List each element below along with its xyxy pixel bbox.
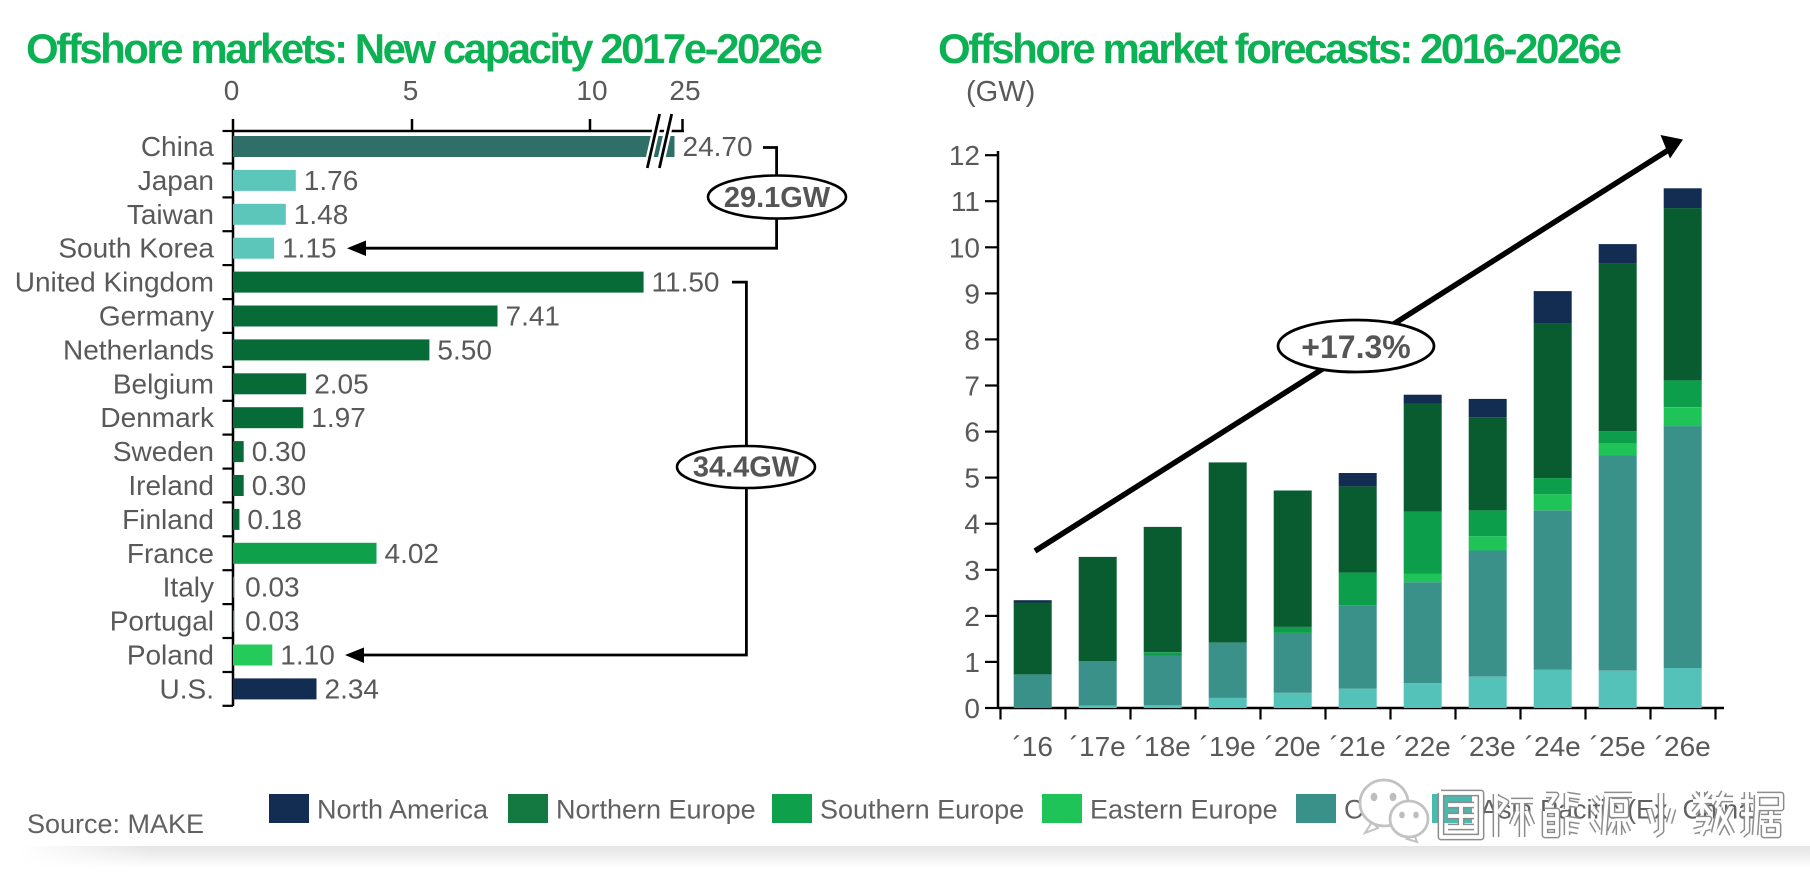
svg-text:0.03: 0.03 bbox=[245, 606, 300, 637]
svg-text:5.50: 5.50 bbox=[437, 334, 492, 365]
svg-text:Poland: Poland bbox=[127, 640, 214, 671]
svg-text:Finland: Finland bbox=[122, 504, 214, 535]
svg-text:5: 5 bbox=[403, 75, 419, 106]
svg-text:0.30: 0.30 bbox=[252, 436, 307, 467]
svg-text:Eastern Europe: Eastern Europe bbox=[1090, 795, 1278, 825]
svg-text:Denmark: Denmark bbox=[100, 402, 215, 433]
svg-text:12: 12 bbox=[949, 140, 980, 171]
svg-text:7: 7 bbox=[964, 371, 980, 402]
svg-text:2.05: 2.05 bbox=[314, 368, 369, 399]
svg-text:6: 6 bbox=[964, 417, 980, 448]
svg-text:1: 1 bbox=[964, 647, 980, 678]
svg-text:Netherlands: Netherlands bbox=[63, 334, 214, 365]
svg-text:U.S.: U.S. bbox=[160, 673, 214, 704]
svg-text:0.03: 0.03 bbox=[245, 572, 300, 603]
svg-text:North America: North America bbox=[317, 795, 489, 825]
svg-text:France: France bbox=[127, 538, 214, 569]
svg-text:11.50: 11.50 bbox=[652, 267, 720, 298]
svg-text:´18e: ´18e bbox=[1135, 731, 1191, 762]
svg-text:2: 2 bbox=[964, 601, 980, 632]
svg-text:0.18: 0.18 bbox=[247, 504, 302, 535]
svg-text:3: 3 bbox=[964, 555, 980, 586]
svg-text:China: China bbox=[141, 131, 215, 162]
svg-text:10: 10 bbox=[949, 232, 980, 263]
svg-text:0: 0 bbox=[224, 75, 240, 106]
svg-text:0: 0 bbox=[964, 693, 980, 724]
svg-text:´16: ´16 bbox=[1012, 731, 1052, 762]
svg-text:Sweden: Sweden bbox=[113, 436, 214, 467]
svg-text:10: 10 bbox=[576, 75, 607, 106]
svg-text:´19e: ´19e bbox=[1200, 731, 1256, 762]
svg-text:´26e: ´26e bbox=[1655, 731, 1711, 762]
svg-text:´24e: ´24e bbox=[1525, 731, 1581, 762]
svg-text:34.4GW: 34.4GW bbox=[693, 452, 800, 484]
svg-text:Taiwan: Taiwan bbox=[127, 199, 214, 230]
svg-text:1.97: 1.97 bbox=[311, 402, 366, 433]
svg-text:´17e: ´17e bbox=[1070, 731, 1126, 762]
svg-text:´20e: ´20e bbox=[1265, 731, 1321, 762]
svg-text:11: 11 bbox=[951, 186, 980, 217]
svg-text:+17.3%: +17.3% bbox=[1301, 329, 1410, 365]
svg-text:Ireland: Ireland bbox=[128, 470, 214, 501]
svg-text:Belgium: Belgium bbox=[113, 368, 214, 399]
svg-text:Source: MAKE: Source: MAKE bbox=[27, 809, 204, 839]
svg-text:5: 5 bbox=[964, 463, 980, 494]
svg-text:´25e: ´25e bbox=[1590, 731, 1646, 762]
svg-text:Offshore markets: New capacity: Offshore markets: New capacity 2017e-202… bbox=[26, 25, 823, 72]
svg-text:1.10: 1.10 bbox=[280, 640, 335, 671]
svg-text:0.30: 0.30 bbox=[252, 470, 307, 501]
svg-text:1.48: 1.48 bbox=[294, 199, 349, 230]
svg-text:1.76: 1.76 bbox=[304, 165, 359, 196]
svg-text:South Korea: South Korea bbox=[58, 233, 214, 264]
svg-text:Northern Europe: Northern Europe bbox=[556, 795, 756, 825]
svg-text:7.41: 7.41 bbox=[506, 301, 561, 332]
svg-text:Portugal: Portugal bbox=[110, 606, 214, 637]
svg-text:Japan: Japan bbox=[138, 165, 214, 196]
svg-text:Offshore market forecasts: 201: Offshore market forecasts: 2016-2026e bbox=[938, 25, 1622, 72]
svg-text:´21e: ´21e bbox=[1330, 731, 1386, 762]
svg-text:(GW): (GW) bbox=[966, 76, 1035, 108]
svg-text:4: 4 bbox=[964, 509, 980, 540]
svg-text:8: 8 bbox=[964, 324, 980, 355]
svg-text:Germany: Germany bbox=[99, 301, 214, 332]
svg-text:2.34: 2.34 bbox=[325, 673, 380, 704]
svg-text:9: 9 bbox=[964, 278, 980, 309]
svg-text:4.02: 4.02 bbox=[385, 538, 440, 569]
svg-text:24.70: 24.70 bbox=[683, 131, 753, 162]
svg-text:United Kingdom: United Kingdom bbox=[15, 267, 214, 298]
svg-text:29.1GW: 29.1GW bbox=[724, 182, 831, 214]
svg-text:1.15: 1.15 bbox=[282, 233, 337, 264]
svg-text:´22e: ´22e bbox=[1395, 731, 1451, 762]
svg-text:Southern Europe: Southern Europe bbox=[820, 795, 1024, 825]
svg-text:25: 25 bbox=[669, 75, 700, 106]
svg-text:Italy: Italy bbox=[163, 572, 214, 603]
svg-text:´23e: ´23e bbox=[1460, 731, 1516, 762]
